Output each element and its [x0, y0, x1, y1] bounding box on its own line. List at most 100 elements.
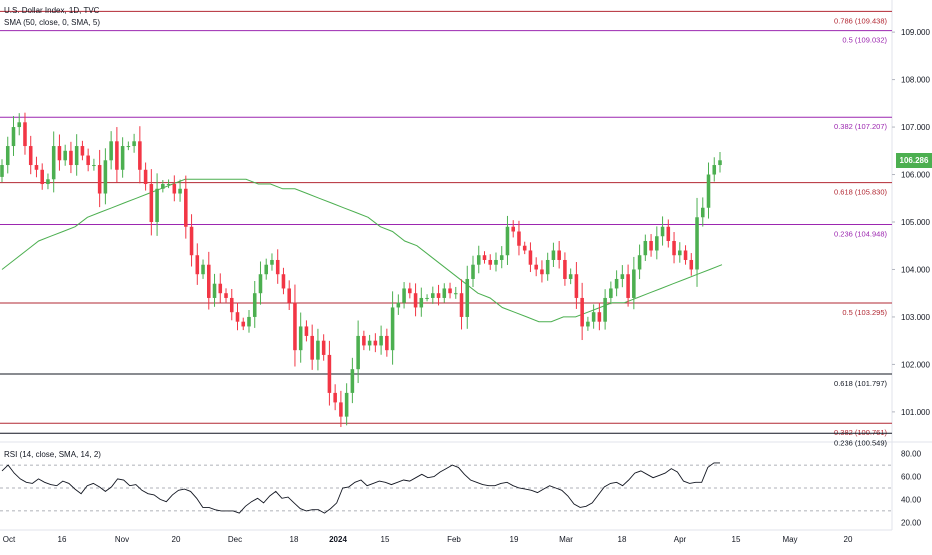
candle-body	[678, 250, 682, 256]
candle-body	[574, 274, 579, 298]
candle-body	[40, 169, 44, 185]
candle-body	[402, 288, 406, 303]
candle-body	[413, 293, 418, 308]
candle-body	[591, 312, 596, 322]
price-axis-label: 103.000	[901, 313, 930, 322]
candle-body	[80, 146, 85, 156]
candle-body	[603, 297, 607, 322]
candle-body	[689, 259, 694, 270]
candle-body	[379, 335, 383, 346]
time-axis-label: 18	[618, 535, 627, 544]
time-axis-label: Oct	[3, 535, 16, 544]
candle-body	[304, 326, 309, 336]
candle-body	[281, 274, 286, 289]
candle-body	[344, 392, 349, 417]
fib-level-label: 0.618 (105.830)	[834, 188, 887, 197]
candle-body	[155, 188, 159, 222]
candle-body	[511, 226, 515, 232]
candle-body	[385, 335, 389, 351]
candle-body	[201, 264, 205, 275]
fib-level-label: 0.5 (109.032)	[842, 36, 887, 45]
rsi-axis-label: 80.00	[901, 450, 922, 459]
candle-body	[195, 255, 200, 275]
candle-body	[373, 340, 378, 346]
candle-body	[74, 146, 79, 166]
candle-body	[580, 297, 584, 327]
candle-body	[264, 264, 269, 275]
candle-body	[126, 146, 131, 148]
candle-body	[476, 255, 481, 265]
fib-level-label: 0.236 (100.549)	[834, 438, 887, 447]
candle-body	[540, 269, 544, 275]
candle-body	[396, 302, 401, 308]
time-axis-label: 20	[172, 535, 181, 544]
candle-body	[149, 184, 154, 222]
candle-body	[448, 288, 452, 294]
candle-body	[327, 354, 332, 393]
candle-body	[494, 259, 498, 265]
candle-body	[609, 288, 613, 298]
candle-body	[218, 283, 223, 294]
candle-body	[390, 307, 395, 351]
time-axis-label: 20	[844, 535, 853, 544]
rsi-axis-label: 60.00	[901, 473, 922, 482]
fib-level-label: 0.786 (109.438)	[834, 16, 887, 25]
price-axis-label: 108.000	[901, 76, 930, 85]
candle-body	[115, 141, 119, 170]
price-axis-label: 109.000	[901, 28, 930, 37]
candle-body	[17, 122, 22, 128]
candle-body	[442, 288, 447, 298]
candle-body	[683, 250, 688, 260]
fib-level-label: 0.382 (100.761)	[834, 428, 887, 437]
time-axis-label: 15	[381, 535, 390, 544]
candle-body	[103, 160, 108, 194]
candle-body	[28, 146, 33, 166]
time-axis-label: 18	[290, 535, 299, 544]
time-axis-label: May	[782, 535, 797, 544]
candle-body	[57, 146, 62, 161]
candle-body	[408, 288, 412, 294]
price-axis-label: 104.000	[901, 265, 930, 274]
price-axis-label: 102.000	[901, 360, 930, 369]
candle-body	[517, 231, 521, 246]
candle-body	[5, 146, 10, 166]
candle-body	[695, 217, 699, 270]
candle-body	[505, 226, 510, 256]
candle-body	[207, 264, 211, 298]
time-axis-label: 2024	[329, 535, 347, 544]
candle-body	[63, 150, 67, 161]
sma-line	[1, 178, 723, 323]
candle-body	[545, 259, 550, 275]
candle-body	[672, 240, 676, 256]
candle-body	[356, 335, 360, 370]
candle-body	[436, 293, 441, 298]
time-axis-label: Nov	[115, 535, 129, 544]
candle-body	[189, 226, 194, 256]
candle-body	[522, 245, 527, 251]
candle-body	[229, 297, 234, 313]
candle-body	[528, 250, 533, 265]
candle-body	[293, 302, 297, 351]
fib-level-label: 0.5 (103.295)	[842, 308, 887, 317]
sma-indicator-label: SMA (50, close, 0, SMA, 5)	[4, 18, 101, 27]
candle-body	[643, 240, 648, 256]
candle-body	[224, 293, 228, 298]
candle-body	[172, 184, 177, 194]
candle-body	[34, 165, 39, 170]
candle-body	[551, 250, 556, 260]
fib-level-label: 0.382 (107.207)	[834, 122, 887, 131]
candle-body	[660, 226, 665, 237]
candle-body	[712, 165, 717, 175]
candle-body	[534, 264, 538, 270]
candle-body	[275, 259, 280, 275]
candle-body	[367, 340, 372, 346]
candle-body	[706, 174, 711, 208]
price-axis-label: 101.000	[901, 408, 930, 417]
current-price-tag: 106.286	[896, 153, 932, 169]
candle-body	[97, 165, 102, 194]
candle-body	[11, 127, 16, 147]
candle-body	[235, 312, 240, 322]
rsi-axis-label: 20.00	[901, 518, 922, 527]
